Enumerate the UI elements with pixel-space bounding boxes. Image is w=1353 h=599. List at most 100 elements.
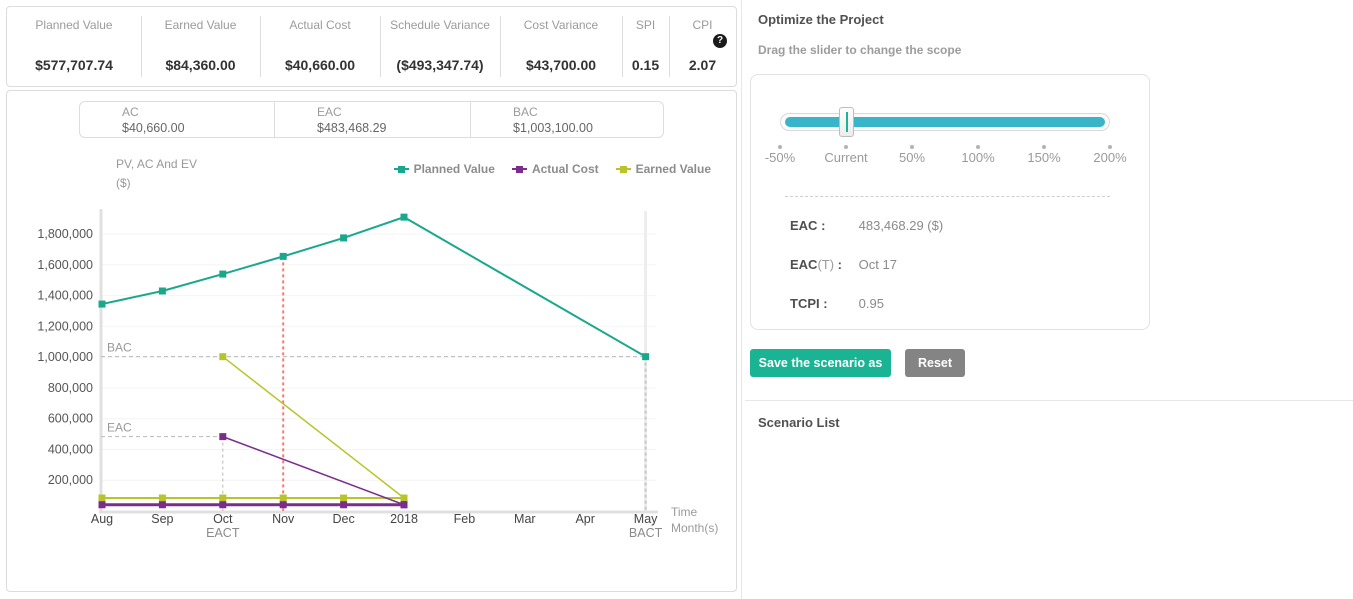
data-point-marker <box>642 353 650 361</box>
data-point-marker <box>340 501 348 509</box>
metric-value: $84,360.00 <box>165 57 236 73</box>
summary-eac: EAC $483,468.29 <box>274 102 470 137</box>
x-tick-label: Aug <box>91 512 113 526</box>
data-point-marker <box>340 494 348 502</box>
x-tick-label: Sep <box>151 512 173 526</box>
summary-value: $483,468.29 <box>317 121 387 135</box>
stat-eact: EAC(T) : Oct 17 <box>790 257 897 273</box>
y-tick-label: 1,200,000 <box>37 319 93 333</box>
metric-planned-value: Planned Value $577,707.74 <box>7 7 141 86</box>
evm-chart: 200,000 400,000 600,000 800,000 1,000,000 1,2… <box>37 209 718 540</box>
scope-slider-fill <box>785 117 1105 127</box>
y-tick-label: 1,800,000 <box>37 227 93 241</box>
annotation-vline-label: EACT <box>206 526 240 540</box>
legend-item-earned-value[interactable]: Earned Value <box>615 162 711 176</box>
metric-cpi: CPI 2.07 <box>669 7 736 86</box>
legend-label: Planned Value <box>413 162 495 176</box>
data-point-marker <box>219 494 227 502</box>
legend-item-actual-cost[interactable]: Actual Cost <box>511 162 599 176</box>
dashed-separator <box>785 196 1110 197</box>
summary-bac: BAC $1,003,100.00 <box>470 102 663 137</box>
stat-label: EAC(T) : <box>790 257 843 272</box>
summary-ac: AC $40,660.00 <box>80 102 274 137</box>
y-tick-label: 800,000 <box>48 381 93 395</box>
chart-title: PV, AC And EV <box>116 157 197 171</box>
data-point-marker <box>400 501 408 509</box>
data-point-marker <box>98 494 106 502</box>
data-point-marker <box>98 300 106 308</box>
metric-label: Cost Variance <box>523 18 599 32</box>
help-icon[interactable]: ? <box>713 34 727 48</box>
y-tick-label: 1,000,000 <box>37 350 93 364</box>
slider-tick-dot <box>1042 145 1046 149</box>
slider-tick-dot <box>976 145 980 149</box>
data-point-marker <box>98 501 106 509</box>
metric-label: CPI <box>692 18 713 32</box>
panel-subtitle: Drag the slider to change the scope <box>758 43 962 57</box>
stat-tcpi: TCPI : 0.95 <box>790 296 884 312</box>
summary-row: AC $40,660.00 EAC $483,468.29 BAC $1,003… <box>79 101 664 138</box>
metric-spi: SPI 0.15 <box>622 7 669 86</box>
y-tick-label: 1,400,000 <box>37 289 93 303</box>
scope-slider-handle[interactable] <box>838 107 854 137</box>
slider-tick-label: -50% <box>764 150 796 165</box>
chart-subtitle: ($) <box>116 176 131 190</box>
data-point-marker <box>340 234 348 242</box>
x-axis-name: Month(s) <box>671 521 718 535</box>
reset-button[interactable]: Reset <box>905 349 965 377</box>
y-tick-label: 200,000 <box>48 473 93 487</box>
slider-tick-dot <box>778 145 782 149</box>
data-point-marker <box>219 353 227 361</box>
data-point-marker <box>279 252 287 260</box>
metric-cost-variance: Cost Variance $43,700.00 <box>500 7 622 86</box>
panel-divider <box>745 400 1353 401</box>
metric-value: 2.07 <box>688 57 717 73</box>
data-point-marker <box>219 433 227 441</box>
slider-tick-dot <box>1108 145 1112 149</box>
chart-legend: Planned Value Actual Cost Earned Value <box>393 162 711 176</box>
metric-actual-cost: Actual Cost $40,660.00 <box>260 7 380 86</box>
y-tick-label: 600,000 <box>48 412 93 426</box>
summary-label: BAC <box>513 105 538 119</box>
data-point-marker <box>400 494 408 502</box>
slider-tick-label: 150% <box>1027 150 1061 165</box>
scenario-list-title: Scenario List <box>758 415 840 430</box>
metric-earned-value: Earned Value $84,360.00 <box>141 7 260 86</box>
legend-label: Actual Cost <box>531 162 599 176</box>
annotation-hline-label: EAC <box>107 421 132 435</box>
series-earned-value-projection <box>222 356 405 499</box>
metric-value: $40,660.00 <box>284 57 356 73</box>
data-point-marker <box>219 270 227 278</box>
x-tick-label: Dec <box>332 512 354 526</box>
x-axis-name: Time <box>671 505 698 519</box>
legend-marker-icon <box>615 165 631 173</box>
legend-marker-icon <box>511 165 527 173</box>
x-tick-label: Mar <box>514 512 536 526</box>
legend-label: Earned Value <box>635 162 711 176</box>
data-point-marker <box>400 213 408 221</box>
series-planned-value <box>101 216 647 358</box>
metric-label: Planned Value <box>35 18 113 32</box>
data-point-marker <box>158 501 166 509</box>
slider-tick-label: 100% <box>961 150 995 165</box>
save-scenario-button[interactable]: Save the scenario as <box>750 349 891 377</box>
legend-item-planned-value[interactable]: Planned Value <box>393 162 495 176</box>
scope-slider-track[interactable] <box>780 113 1110 131</box>
y-tick-label: 1,600,000 <box>37 258 93 272</box>
data-point-marker <box>158 287 166 295</box>
slider-ticks <box>778 143 1112 151</box>
annotation-hline-label: BAC <box>107 341 132 355</box>
x-tick-label: 2018 <box>390 512 418 526</box>
slider-tick-dot <box>844 145 848 149</box>
x-tick-label: Feb <box>454 512 476 526</box>
metric-value: ($493,347.74) <box>396 57 484 73</box>
scope-card <box>750 74 1150 330</box>
data-point-marker <box>158 494 166 502</box>
summary-value: $1,003,100.00 <box>513 121 593 135</box>
annotation-vline-label: BACT <box>629 526 663 540</box>
metric-label: SPI <box>635 18 656 32</box>
data-point-marker <box>219 501 227 509</box>
summary-label: EAC <box>317 105 342 119</box>
y-tick-label: 400,000 <box>48 442 93 456</box>
x-tick-label: Nov <box>272 512 295 526</box>
